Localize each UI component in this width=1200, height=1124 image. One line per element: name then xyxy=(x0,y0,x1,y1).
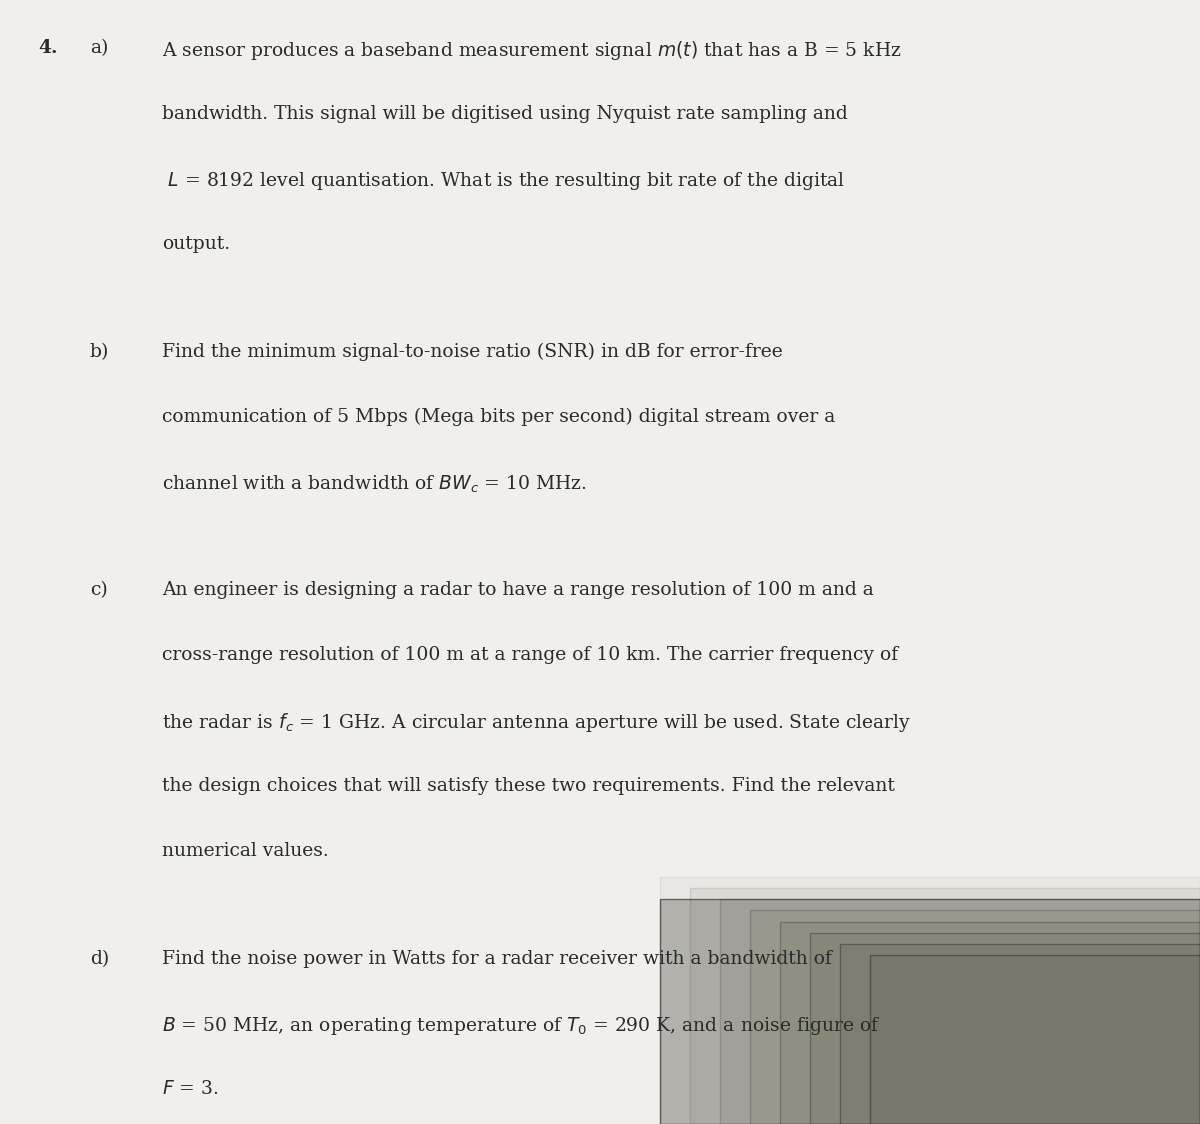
Text: output.: output. xyxy=(162,235,230,253)
Text: numerical values.: numerical values. xyxy=(162,842,329,860)
FancyBboxPatch shape xyxy=(870,955,1200,1124)
Text: the design choices that will satisfy these two requirements. Find the relevant: the design choices that will satisfy the… xyxy=(162,777,895,795)
FancyBboxPatch shape xyxy=(810,933,1200,1124)
Text: 4.: 4. xyxy=(38,39,58,57)
Text: $F$ = 3.: $F$ = 3. xyxy=(162,1080,218,1098)
Text: cross-range resolution of 100 m at a range of 10 km. The carrier frequency of: cross-range resolution of 100 m at a ran… xyxy=(162,646,898,664)
FancyBboxPatch shape xyxy=(660,877,1200,1124)
Text: channel with a bandwidth of $BW_c$ = 10 MHz.: channel with a bandwidth of $BW_c$ = 10 … xyxy=(162,473,587,495)
Text: A sensor produces a baseband measurement signal $m(t)$ that has a B = 5 kHz: A sensor produces a baseband measurement… xyxy=(162,39,901,62)
FancyBboxPatch shape xyxy=(780,922,1200,1124)
Text: Find the noise power in Watts for a radar receiver with a bandwidth of: Find the noise power in Watts for a rada… xyxy=(162,950,832,968)
FancyBboxPatch shape xyxy=(750,910,1200,1124)
Text: Find the minimum signal-to-noise ratio (SNR) in dB for error-free: Find the minimum signal-to-noise ratio (… xyxy=(162,343,782,361)
Text: b): b) xyxy=(90,343,109,361)
FancyBboxPatch shape xyxy=(660,899,1200,1124)
FancyBboxPatch shape xyxy=(840,944,1200,1124)
Text: $B$ = 50 MHz, an operating temperature of $T_0$ = 290 K, and a noise figure of: $B$ = 50 MHz, an operating temperature o… xyxy=(162,1015,881,1037)
Text: the radar is $f_c$ = 1 GHz. A circular antenna aperture will be used. State clea: the radar is $f_c$ = 1 GHz. A circular a… xyxy=(162,711,912,734)
Text: An engineer is designing a radar to have a range resolution of 100 m and a: An engineer is designing a radar to have… xyxy=(162,581,874,599)
Text: bandwidth. This signal will be digitised using Nyquist rate sampling and: bandwidth. This signal will be digitised… xyxy=(162,105,847,123)
Text: c): c) xyxy=(90,581,108,599)
Text: communication of 5 Mbps (Mega bits per second) digital stream over a: communication of 5 Mbps (Mega bits per s… xyxy=(162,408,835,426)
Text: $L$ = 8192 level quantisation. What is the resulting bit rate of the digital: $L$ = 8192 level quantisation. What is t… xyxy=(162,170,845,192)
FancyBboxPatch shape xyxy=(690,888,1200,1124)
FancyBboxPatch shape xyxy=(720,899,1200,1124)
Text: a): a) xyxy=(90,39,108,57)
Text: d): d) xyxy=(90,950,109,968)
